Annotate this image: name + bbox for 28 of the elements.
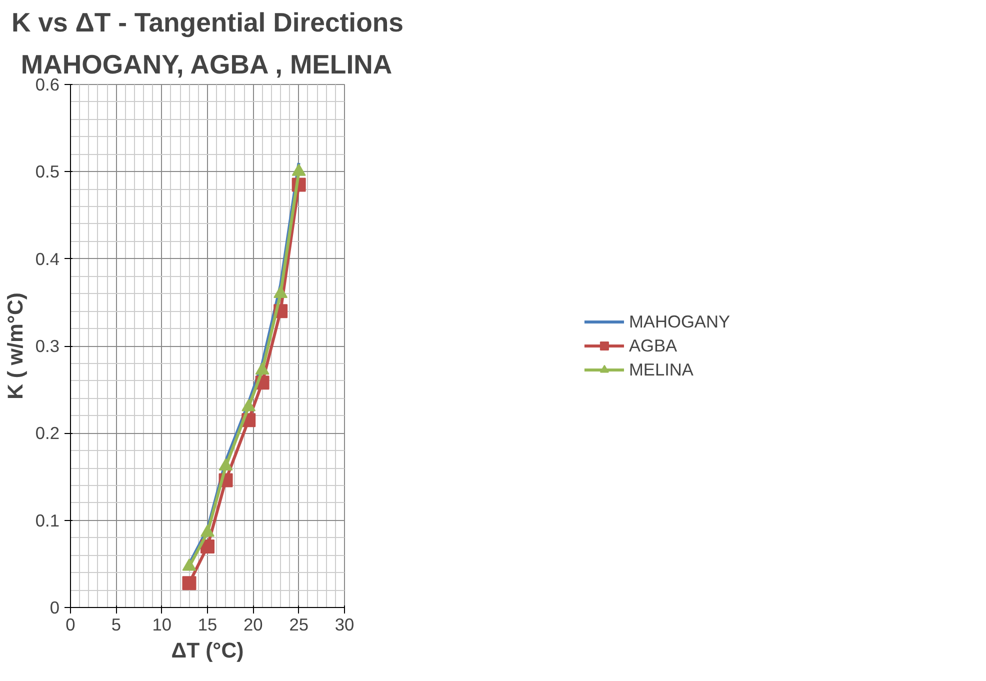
x-tick-label: 20 bbox=[244, 614, 263, 634]
y-axis-title: K ( w/m°C) bbox=[3, 292, 28, 400]
x-tick-label: 5 bbox=[111, 614, 121, 634]
legend-label: MELINA bbox=[628, 359, 694, 380]
x-tick-label: 15 bbox=[198, 614, 218, 634]
x-tick-label: 0 bbox=[66, 614, 76, 634]
point bbox=[292, 164, 306, 176]
point bbox=[242, 399, 256, 412]
x-tick-label: 10 bbox=[152, 614, 172, 634]
point bbox=[218, 458, 233, 471]
x-axis-title: ΔT (°C) bbox=[171, 638, 244, 662]
y-tick-label: 0.5 bbox=[35, 162, 60, 182]
x-tick-label: 30 bbox=[334, 614, 354, 634]
point bbox=[182, 576, 196, 590]
x-tick-label: 25 bbox=[289, 614, 308, 634]
y-tick-label: 0.1 bbox=[35, 510, 60, 530]
chart-title: K vs ΔT - Tangential Directions bbox=[12, 8, 404, 38]
legend-label: MAHOGANY bbox=[628, 311, 730, 332]
point bbox=[200, 524, 214, 537]
legend-label: AGBA bbox=[628, 335, 678, 356]
point bbox=[255, 362, 270, 375]
point bbox=[274, 286, 288, 298]
y-tick-label: 0 bbox=[50, 598, 60, 618]
y-tick-label: 0.4 bbox=[35, 248, 60, 269]
y-tick-label: 0.3 bbox=[35, 336, 60, 356]
point bbox=[200, 539, 214, 554]
point bbox=[182, 558, 196, 571]
y-tick-label: 0.2 bbox=[35, 423, 60, 444]
